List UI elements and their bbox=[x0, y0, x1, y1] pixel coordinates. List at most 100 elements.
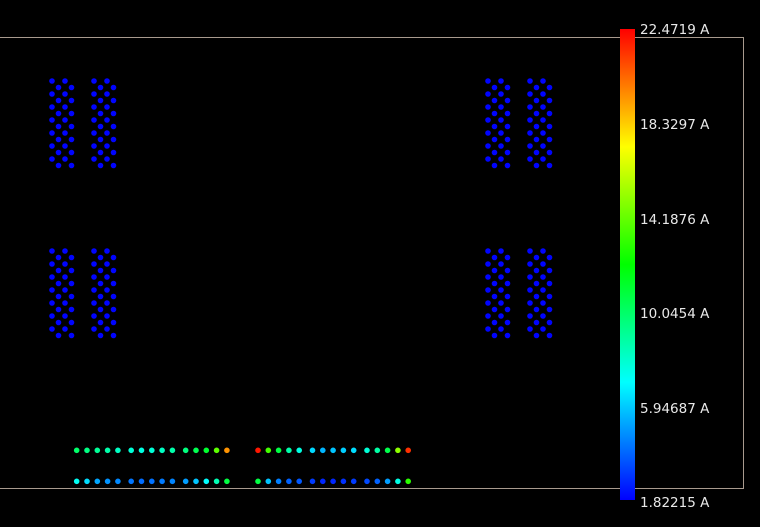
pin-dot bbox=[527, 104, 533, 110]
pin-dot bbox=[55, 332, 62, 339]
row-dot bbox=[104, 447, 111, 454]
pin-dot bbox=[540, 274, 546, 280]
pin-dot bbox=[49, 130, 55, 136]
pin-dot bbox=[491, 306, 498, 313]
pin-dot bbox=[97, 84, 104, 91]
row-dot bbox=[384, 478, 391, 485]
pin-dot bbox=[485, 143, 491, 149]
pin-dot bbox=[533, 293, 540, 300]
pin-dot bbox=[49, 326, 55, 332]
pin-dot bbox=[546, 84, 553, 91]
row-dot bbox=[104, 478, 111, 485]
pin-dot bbox=[527, 156, 533, 162]
pin-dot bbox=[104, 104, 110, 110]
pin-dot bbox=[68, 254, 75, 261]
pin-dot bbox=[68, 162, 75, 169]
pin-dot bbox=[540, 261, 546, 267]
pin-dot bbox=[104, 261, 110, 267]
pin-dot bbox=[527, 261, 533, 267]
row-dot bbox=[169, 447, 176, 454]
row-dot bbox=[182, 478, 189, 485]
pin-dot bbox=[504, 319, 511, 326]
row-dot bbox=[395, 447, 401, 454]
row-dot bbox=[265, 447, 272, 454]
row-dot bbox=[73, 478, 80, 485]
pin-dot bbox=[491, 254, 498, 261]
pin-dot bbox=[110, 280, 117, 287]
pin-dot bbox=[104, 326, 110, 332]
pin-dot bbox=[491, 149, 498, 156]
pin-dot bbox=[491, 97, 498, 104]
pin-dot bbox=[504, 123, 511, 130]
row-dot bbox=[149, 447, 155, 454]
pin-dot bbox=[91, 300, 97, 306]
pin-dot bbox=[498, 261, 504, 267]
pin-dot bbox=[49, 117, 55, 123]
legend-tick: 18.3297 A bbox=[640, 117, 710, 133]
pin-dot bbox=[97, 97, 104, 104]
pin-dot bbox=[498, 91, 504, 97]
pin-dot bbox=[504, 280, 511, 287]
pin-dot bbox=[540, 287, 546, 293]
pin-dot bbox=[533, 319, 540, 326]
row-dot bbox=[159, 447, 165, 454]
pin-dot bbox=[91, 117, 97, 123]
pin-dot bbox=[533, 123, 540, 130]
pin-dot bbox=[110, 162, 117, 169]
pin-dot bbox=[527, 313, 533, 319]
row-dot bbox=[405, 447, 412, 454]
pin-dot bbox=[504, 136, 511, 143]
pin-dot bbox=[485, 104, 491, 110]
pin-dot bbox=[110, 267, 117, 274]
row-dot bbox=[296, 447, 303, 454]
pin-dot bbox=[533, 267, 540, 274]
row-dot bbox=[94, 447, 101, 454]
pin-dot bbox=[97, 293, 104, 300]
legend-tick: 14.1876 A bbox=[640, 212, 710, 228]
row-dot bbox=[309, 447, 316, 454]
row-dot bbox=[350, 478, 357, 485]
pin-dot bbox=[491, 162, 498, 169]
row-dot bbox=[374, 447, 381, 454]
row-dot bbox=[255, 478, 261, 485]
pin-dot bbox=[491, 319, 498, 326]
pin-dot bbox=[485, 261, 491, 267]
row-dot bbox=[193, 447, 199, 454]
pin-dot bbox=[491, 123, 498, 130]
pin-dot bbox=[540, 143, 546, 149]
pin-dot bbox=[68, 306, 75, 313]
pin-dot bbox=[485, 326, 491, 332]
row-dot bbox=[213, 447, 220, 454]
pin-dot bbox=[110, 293, 117, 300]
pin-dot bbox=[68, 280, 75, 287]
pin-dot bbox=[97, 162, 104, 169]
pin-dot bbox=[485, 156, 491, 162]
pin-dot bbox=[485, 248, 491, 254]
pin-dot bbox=[91, 78, 97, 84]
pin-dot bbox=[55, 97, 62, 104]
pin-dot bbox=[504, 162, 511, 169]
row-dot bbox=[320, 478, 326, 485]
pin-dot bbox=[49, 300, 55, 306]
pin-dot bbox=[62, 104, 68, 110]
pin-dot bbox=[104, 156, 110, 162]
pin-dot bbox=[485, 130, 491, 136]
pin-dot bbox=[68, 319, 75, 326]
pin-dot bbox=[485, 274, 491, 280]
pin-dot bbox=[68, 84, 75, 91]
pin-dot bbox=[62, 274, 68, 280]
row-dot bbox=[340, 478, 347, 485]
pin-dot bbox=[546, 267, 553, 274]
pin-dot bbox=[546, 332, 553, 339]
pin-dot bbox=[62, 91, 68, 97]
pin-dot bbox=[62, 313, 68, 319]
row-dot bbox=[128, 478, 134, 485]
pin-dot bbox=[49, 287, 55, 293]
pin-dot bbox=[546, 319, 553, 326]
pin-dot bbox=[110, 332, 117, 339]
row-dot bbox=[169, 478, 176, 485]
pin-dot bbox=[533, 84, 540, 91]
pin-dot bbox=[546, 110, 553, 117]
pin-dot bbox=[533, 332, 540, 339]
row-dot bbox=[138, 447, 145, 454]
